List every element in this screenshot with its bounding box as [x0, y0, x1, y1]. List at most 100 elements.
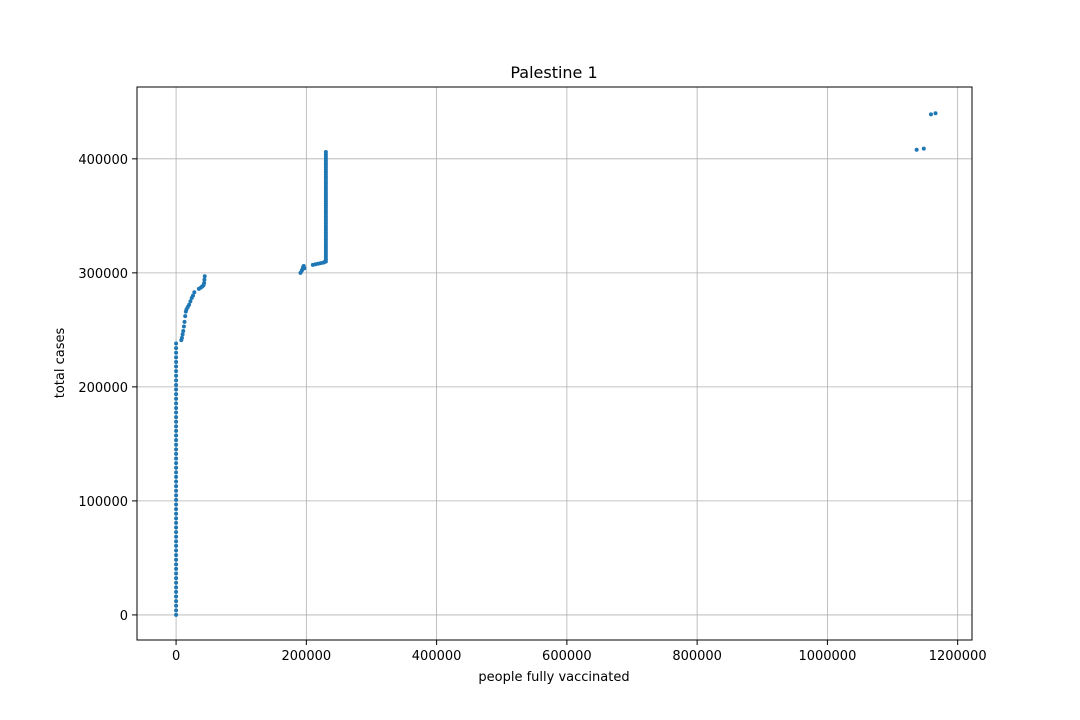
y-tick-label: 400000: [78, 153, 128, 168]
data-point: [174, 479, 179, 484]
data-point: [174, 373, 179, 378]
x-tick-label: 400000: [412, 649, 462, 664]
x-tick-label: 800000: [672, 649, 722, 664]
y-tick-label: 200000: [78, 381, 128, 396]
data-point: [174, 419, 179, 424]
grid-lines: [137, 87, 972, 640]
data-point: [174, 392, 179, 397]
data-point: [174, 465, 179, 470]
data-point: [181, 329, 186, 334]
data-point: [182, 319, 187, 324]
data-point: [174, 350, 179, 355]
data-point: [174, 534, 179, 539]
data-point: [181, 324, 186, 329]
data-point: [323, 259, 328, 264]
data-point: [174, 497, 179, 502]
data-point: [202, 281, 207, 286]
data-point: [174, 603, 179, 608]
data-point: [174, 438, 179, 443]
data-point: [174, 553, 179, 558]
data-point: [202, 274, 207, 279]
x-tick-label: 1200000: [929, 649, 987, 664]
data-point: [323, 149, 328, 154]
y-tick-label: 300000: [78, 267, 128, 282]
data-point: [187, 302, 192, 307]
data-point: [174, 594, 179, 599]
data-point: [174, 470, 179, 475]
data-point: [921, 146, 926, 151]
data-point: [174, 507, 179, 512]
data-point: [174, 530, 179, 535]
data-point: [174, 543, 179, 548]
data-point: [174, 364, 179, 369]
data-point: [174, 557, 179, 562]
data-point: [174, 387, 179, 392]
data-point: [174, 520, 179, 525]
data-point: [174, 405, 179, 410]
data-point: [174, 396, 179, 401]
data-point: [174, 539, 179, 544]
data-point: [174, 378, 179, 383]
data-point: [174, 428, 179, 433]
data-point: [202, 277, 207, 282]
data-point: [174, 401, 179, 406]
y-axis-label: total cases: [53, 328, 68, 399]
data-point: [174, 525, 179, 530]
data-point: [188, 299, 193, 304]
data-point: [914, 147, 919, 152]
data-points: [174, 111, 938, 617]
data-point: [174, 589, 179, 594]
data-point: [179, 335, 184, 340]
x-axis-label: people fully vaccinated: [478, 670, 629, 685]
plot-area-frame: [136, 86, 973, 641]
x-tick-label: 0: [172, 649, 180, 664]
data-point: [180, 332, 185, 337]
data-point: [174, 484, 179, 489]
data-point: [174, 548, 179, 553]
data-point: [174, 562, 179, 567]
data-point: [191, 293, 196, 298]
data-point: [174, 382, 179, 387]
data-point: [174, 346, 179, 351]
data-point: [174, 355, 179, 360]
data-point: [174, 447, 179, 452]
data-point: [174, 341, 179, 346]
chart-title: Palestine 1: [510, 63, 597, 82]
data-point: [174, 516, 179, 521]
data-point: [174, 415, 179, 420]
data-point: [174, 474, 179, 479]
y-tick-label: 0: [120, 609, 128, 624]
data-point: [192, 290, 197, 295]
data-point: [174, 571, 179, 576]
data-point: [174, 442, 179, 447]
x-tick-label: 600000: [542, 649, 592, 664]
data-point: [174, 502, 179, 507]
y-axis-ticks: 0 100000 200000 300000 400000: [78, 153, 137, 624]
data-point: [174, 585, 179, 590]
data-point: [183, 314, 188, 319]
data-point: [174, 456, 179, 461]
data-point: [174, 424, 179, 429]
data-point: [174, 580, 179, 585]
data-point: [174, 369, 179, 374]
data-point: [174, 359, 179, 364]
data-point: [174, 566, 179, 571]
data-point: [174, 488, 179, 493]
data-point: [174, 451, 179, 456]
data-point: [174, 493, 179, 498]
x-axis-ticks: 0 200000 400000 600000 800000 1000000 1200000: [172, 640, 987, 664]
data-point: [174, 433, 179, 438]
x-tick-label: 200000: [282, 649, 332, 664]
data-point: [174, 410, 179, 415]
data-point: [174, 511, 179, 516]
data-point: [174, 461, 179, 466]
data-point: [174, 576, 179, 581]
data-point: [302, 266, 307, 271]
data-point: [174, 599, 179, 604]
data-point: [928, 112, 933, 117]
x-tick-label: 1000000: [798, 649, 856, 664]
data-point: [174, 612, 179, 617]
data-point: [933, 111, 938, 116]
y-tick-label: 100000: [78, 495, 128, 510]
